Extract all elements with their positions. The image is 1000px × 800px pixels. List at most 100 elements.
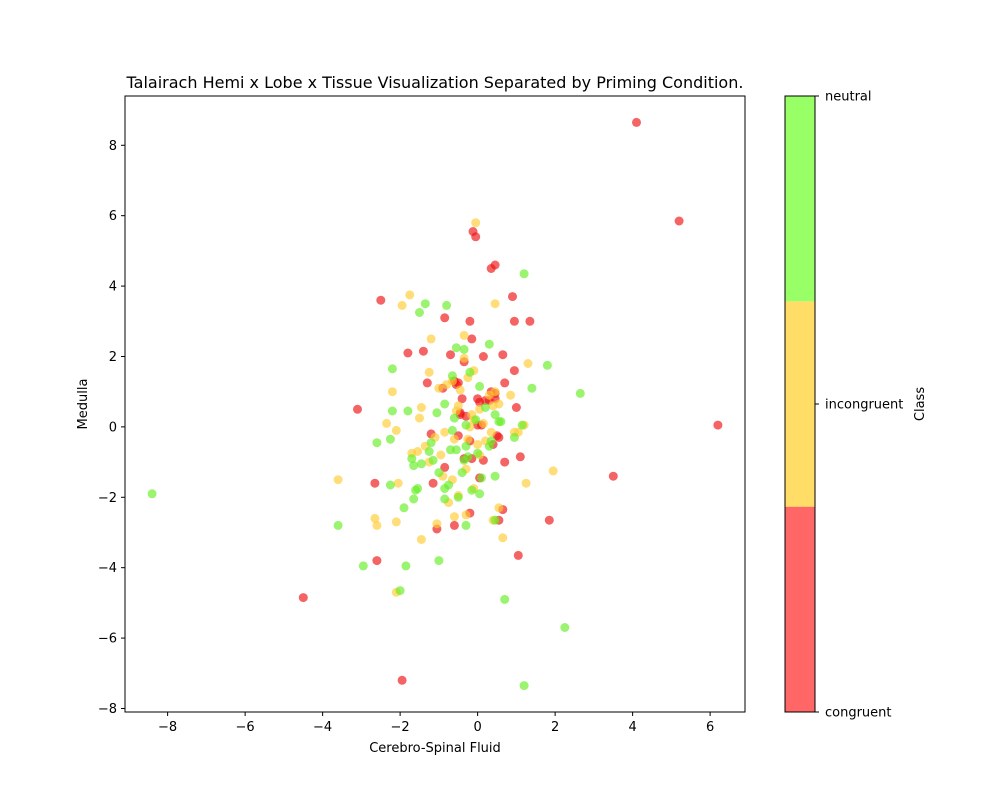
scatter-point-neutral xyxy=(440,399,450,409)
scatter-point-congruent xyxy=(608,471,618,481)
scatter-point-neutral xyxy=(358,561,368,571)
scatter-point-congruent xyxy=(498,350,508,360)
scatter-point-congruent xyxy=(372,556,382,566)
scatter-point-neutral xyxy=(407,454,417,464)
scatter-point-neutral xyxy=(413,484,423,493)
scatter-point-neutral xyxy=(385,434,395,444)
x-tick-label: −6 xyxy=(236,720,255,735)
scatter-point-incongruent xyxy=(471,218,481,228)
scatter-point-incongruent xyxy=(453,401,463,411)
scatter-point-neutral xyxy=(451,343,461,353)
scatter-point-congruent xyxy=(298,593,308,603)
scatter-point-incongruent xyxy=(440,427,450,437)
scatter-point-neutral xyxy=(500,594,510,604)
scatter-point-neutral xyxy=(494,417,504,427)
scatter-point-congruent xyxy=(440,313,450,323)
scatter-point-neutral xyxy=(428,455,438,465)
scatter-point-neutral xyxy=(453,492,463,502)
scatter-point-congruent xyxy=(376,295,386,305)
scatter-point-neutral xyxy=(560,623,570,632)
scatter-point-congruent xyxy=(511,403,521,412)
scatter-point-incongruent xyxy=(523,359,533,368)
scatter-point-neutral xyxy=(399,503,409,513)
scatter-point-congruent xyxy=(490,260,500,270)
colorbar-segment xyxy=(785,96,815,302)
scatter-point-incongruent xyxy=(459,353,469,363)
scatter-point-incongruent xyxy=(405,290,415,300)
scatter-point-neutral xyxy=(475,381,485,391)
chart-title: Talairach Hemi x Lobe x Tissue Visualiza… xyxy=(126,73,744,92)
scatter-point-neutral xyxy=(509,432,519,442)
scatter-point-neutral xyxy=(372,438,382,448)
scatter-point-congruent xyxy=(465,316,475,326)
scatter-point-incongruent xyxy=(397,300,407,310)
scatter-point-neutral xyxy=(426,438,436,448)
scatter-point-congruent xyxy=(632,117,641,127)
y-tick-label: −8 xyxy=(98,702,117,717)
scatter-point-neutral xyxy=(465,367,475,377)
scatter-point-neutral xyxy=(434,556,444,566)
scatter-point-neutral xyxy=(490,410,500,420)
scatter-point-congruent xyxy=(370,478,380,488)
scatter-point-congruent xyxy=(418,346,428,356)
scatter-point-incongruent xyxy=(455,385,465,395)
scatter-point-incongruent xyxy=(461,510,471,520)
colorbar: congruent incongruent neutral xyxy=(784,90,903,721)
scatter-point-incongruent xyxy=(449,434,459,444)
scatter-point-incongruent xyxy=(548,466,558,476)
scatter-point-neutral xyxy=(457,468,467,478)
scatter-point-congruent xyxy=(500,378,510,388)
scatter-point-neutral xyxy=(459,344,469,354)
scatter-point-congruent xyxy=(674,216,684,226)
x-axis-ticks: −8 −6 −4 −2 0 2 4 6 xyxy=(158,712,714,735)
scatter-point-neutral xyxy=(461,441,471,451)
scatter-points xyxy=(147,117,723,691)
x-tick-label: 0 xyxy=(473,720,481,735)
scatter-point-incongruent xyxy=(432,519,442,529)
y-tick-label: −6 xyxy=(98,632,117,647)
scatter-point-incongruent xyxy=(478,418,488,428)
scatter-point-neutral xyxy=(416,459,426,469)
y-tick-label: 0 xyxy=(109,420,117,435)
scatter-point-incongruent xyxy=(382,418,392,428)
scatter-point-incongruent xyxy=(486,427,496,437)
scatter-point-congruent xyxy=(509,316,519,326)
scatter-point-incongruent xyxy=(459,330,469,340)
scatter-point-neutral xyxy=(333,520,343,530)
scatter-point-congruent xyxy=(473,394,483,404)
y-tick-label: 2 xyxy=(109,350,117,365)
scatter-point-neutral xyxy=(395,586,405,596)
scatter-point-neutral xyxy=(527,383,537,393)
scatter-point-congruent xyxy=(397,675,407,685)
scatter-point-neutral xyxy=(409,494,419,504)
scatter-point-neutral xyxy=(447,371,457,381)
scatter-point-congruent xyxy=(468,227,478,236)
scatter-point-congruent xyxy=(500,457,510,467)
scatter-point-neutral xyxy=(490,515,500,525)
colorbar-tick-label: incongruent xyxy=(825,398,903,413)
scatter-point-incongruent xyxy=(416,403,426,412)
scatter-point-incongruent xyxy=(494,399,504,409)
scatter-point-neutral xyxy=(147,489,157,499)
colorbar-tick-label: neutral xyxy=(825,90,872,105)
scatter-point-congruent xyxy=(440,462,450,472)
scatter-point-incongruent xyxy=(484,390,494,400)
scatter-point-congruent xyxy=(509,366,519,376)
scatter-point-incongruent xyxy=(391,425,401,435)
scatter-point-incongruent xyxy=(424,367,434,377)
x-tick-label: −2 xyxy=(391,720,410,735)
x-tick-label: 4 xyxy=(628,720,636,735)
scatter-point-neutral xyxy=(475,489,485,499)
scatter-point-neutral xyxy=(519,269,529,279)
scatter-point-neutral xyxy=(447,425,457,435)
x-tick-label: 2 xyxy=(551,720,559,735)
y-tick-label: −4 xyxy=(98,561,117,576)
scatter-point-congruent xyxy=(508,292,517,302)
scatter-point-neutral xyxy=(490,471,500,481)
scatter-point-incongruent xyxy=(436,450,446,460)
scatter-point-incongruent xyxy=(393,478,403,488)
scatter-point-neutral xyxy=(477,473,486,483)
colorbar-label: Class xyxy=(913,387,928,421)
scatter-point-incongruent xyxy=(333,475,343,485)
scatter-point-neutral xyxy=(473,448,483,458)
